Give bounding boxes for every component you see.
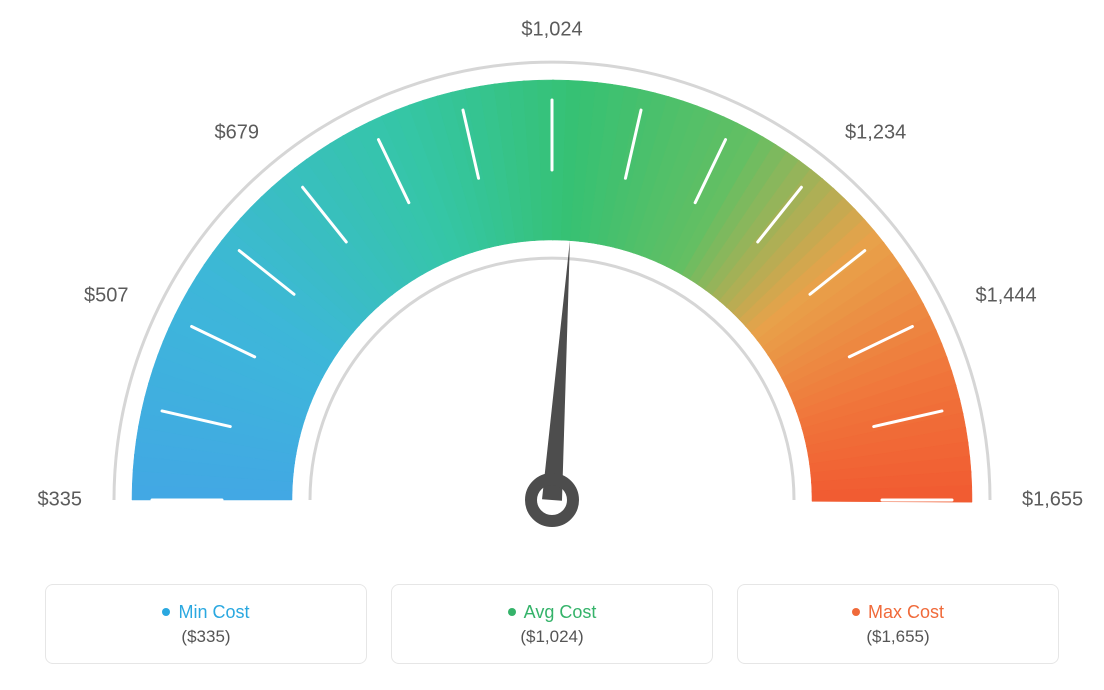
gauge-chart: $335$507$679$1,024$1,234$1,444$1,655 bbox=[72, 30, 1032, 570]
legend-dot-avg bbox=[508, 608, 516, 616]
gauge-scale-label: $1,655 bbox=[1022, 489, 1083, 512]
legend-label-min: Min Cost bbox=[178, 602, 249, 623]
gauge-scale-label: $679 bbox=[214, 121, 259, 144]
legend-label-max: Max Cost bbox=[868, 602, 944, 623]
legend-value-avg: ($1,024) bbox=[520, 627, 583, 647]
legend-title-min: Min Cost bbox=[162, 602, 249, 623]
legend-card-min: Min Cost ($335) bbox=[45, 584, 367, 664]
gauge-svg bbox=[72, 30, 1032, 570]
gauge-scale-label: $1,444 bbox=[975, 285, 1036, 308]
legend-value-min: ($335) bbox=[181, 627, 230, 647]
legend-value-max: ($1,655) bbox=[866, 627, 929, 647]
legend-dot-max bbox=[852, 608, 860, 616]
legend-dot-min bbox=[162, 608, 170, 616]
legend-card-avg: Avg Cost ($1,024) bbox=[391, 584, 713, 664]
legend-title-avg: Avg Cost bbox=[508, 602, 597, 623]
legend-label-avg: Avg Cost bbox=[524, 602, 597, 623]
legend-card-max: Max Cost ($1,655) bbox=[737, 584, 1059, 664]
gauge-scale-label: $335 bbox=[38, 489, 83, 512]
gauge-scale-label: $507 bbox=[84, 285, 129, 308]
gauge-scale-label: $1,024 bbox=[521, 19, 582, 42]
gauge-scale-label: $1,234 bbox=[845, 121, 906, 144]
legend-title-max: Max Cost bbox=[852, 602, 944, 623]
legend-row: Min Cost ($335) Avg Cost ($1,024) Max Co… bbox=[0, 584, 1104, 664]
cost-gauge-container: $335 $507 $679 $1,024 $1,234 $1,444 $1,655 Min… bbox=[0, 0, 1104, 690]
